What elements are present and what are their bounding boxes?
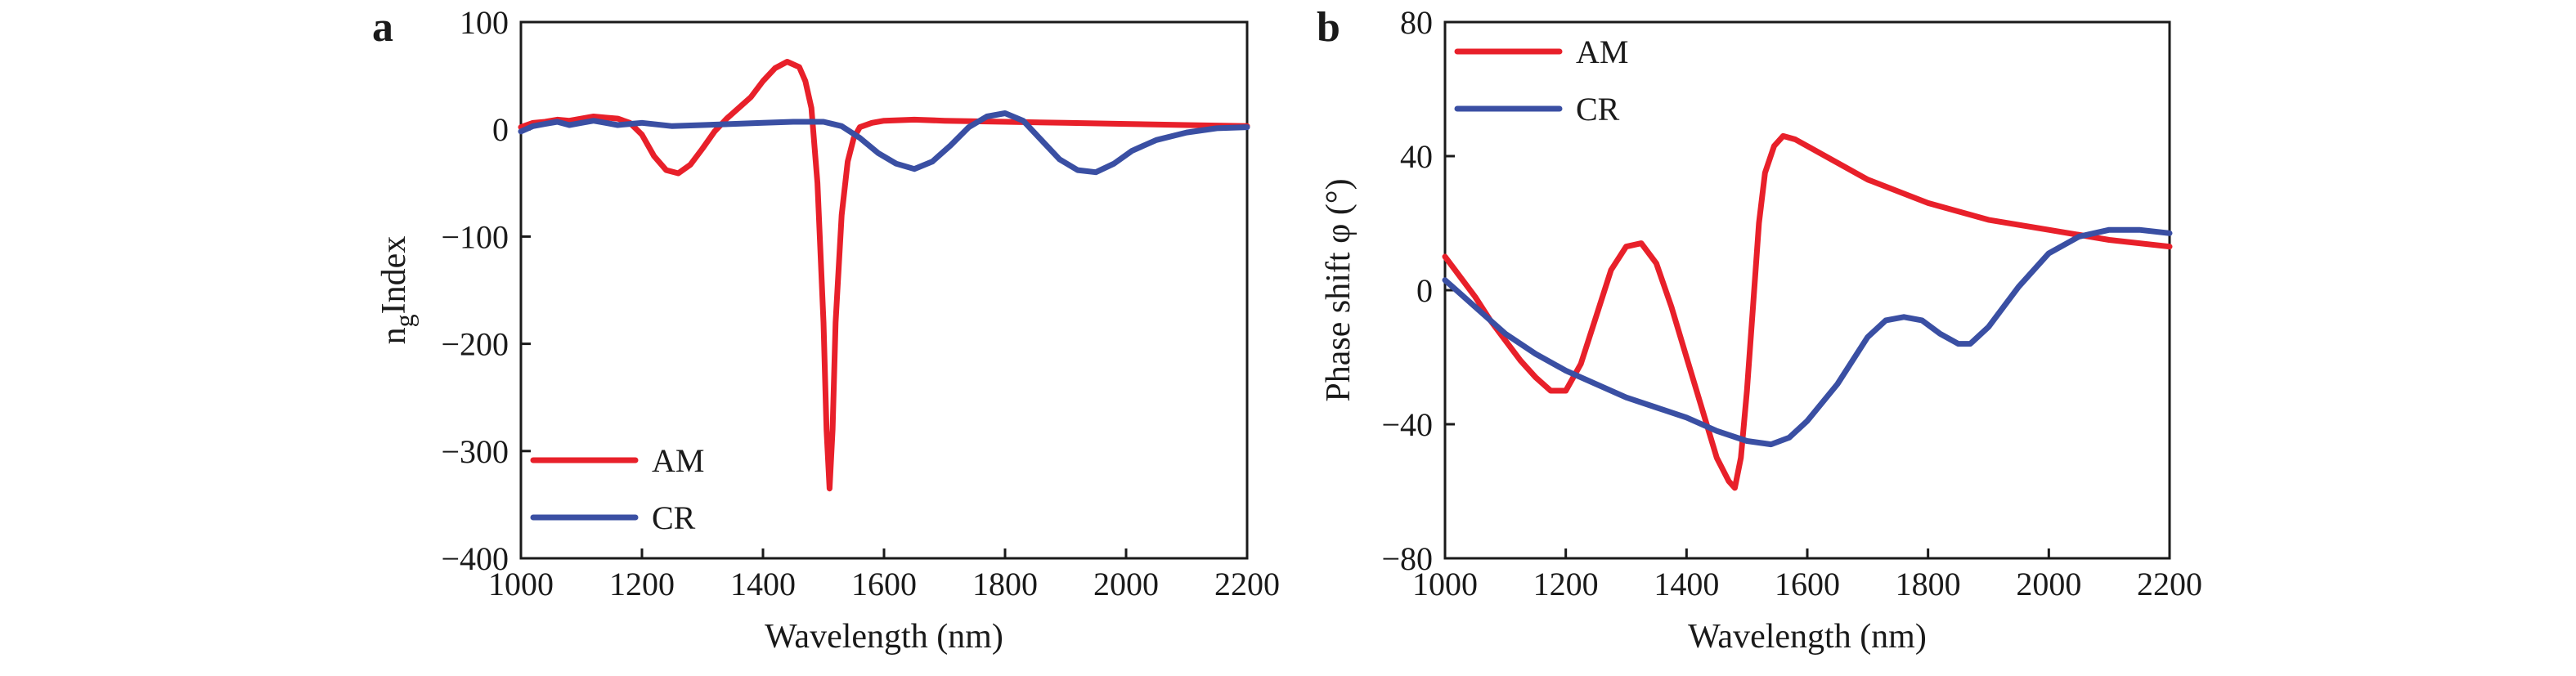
panel-b-plot-frame (1443, 20, 2171, 560)
panel-b-y-tick-label: 40 (1400, 138, 1433, 175)
panel-b-legend: AM CR (1454, 34, 1628, 128)
panel-b-letter: b (1317, 4, 1340, 51)
panel-a-legend-label-am: AM (652, 442, 704, 479)
panel-b-y-axis-label: Phase shift φ (°) (1320, 178, 1358, 401)
panel-a-y-axis-label: ngIndex (375, 236, 419, 345)
panel-a-y-axis-label-subscript: g (389, 314, 419, 327)
panel-b-series-am-line (1442, 132, 2173, 491)
panel-a-legend-label-cr: CR (652, 499, 696, 536)
panel-b-x-tick-label: 1000 (1412, 566, 1478, 602)
chart-panel-b: b 1000 1200 1400 1600 1800 2000 2200 80 40 0 −40 −8… (1317, 4, 2202, 656)
panel-a-series (518, 59, 1250, 492)
panel-b-series (1442, 132, 2173, 491)
panel-a-y-tick-label: −200 (441, 326, 509, 363)
panel-b-x-tick-label: 2200 (2137, 566, 2202, 602)
panel-b-y-tick-label: −80 (1381, 540, 1433, 577)
panel-a-y-tick-label: 0 (492, 111, 509, 148)
panel-a-letter: a (372, 4, 393, 51)
panel-a-y-axis-label-rest: Index (375, 236, 413, 315)
panel-a-x-axis-label: Wavelength (nm) (765, 618, 1003, 656)
panel-b-y-tick-label: −40 (1381, 406, 1433, 443)
chart-panel-a: a 1000 1200 1400 1600 1800 2000 22001000−100−2… (372, 4, 1280, 656)
panel-a-ticks: 1000 1200 1400 1600 1800 2000 22001000−100−200… (441, 4, 1280, 602)
panel-a-x-tick-label: 2000 (1093, 566, 1159, 602)
panel-a-y-axis-label-main: n (375, 327, 413, 344)
panel-a-x-tick-label: 2200 (1214, 566, 1280, 602)
panel-b-x-tick-label: 2000 (2016, 566, 2081, 602)
panel-a-plot-frame (519, 20, 1249, 560)
panel-a-series-cr-line (518, 110, 1250, 176)
panel-a-y-tick-label: −100 (441, 218, 509, 255)
panel-a-y-tick-label: 100 (460, 4, 509, 41)
panel-b-x-axis-label: Wavelength (nm) (1688, 618, 1927, 656)
panel-b-legend-label-am: AM (1576, 34, 1628, 70)
panel-a-y-tick-label: −300 (441, 433, 509, 470)
panel-b-x-tick-label: 1800 (1896, 566, 1961, 602)
panel-a-x-tick-label: 1400 (730, 566, 796, 602)
panel-a-x-tick-label: 1000 (488, 566, 554, 602)
panel-b-series-cr-line (1442, 226, 2173, 448)
panel-b-y-tick-label: 80 (1400, 4, 1433, 41)
panel-a-x-tick-label: 1800 (972, 566, 1038, 602)
panel-a-y-tick-label: −400 (441, 540, 509, 577)
panel-b-legend-label-cr: CR (1576, 91, 1620, 128)
panel-b-ticks: 1000 1200 1400 1600 1800 2000 2200 80 40 0 −40 −80 (1381, 4, 2202, 602)
panel-a-x-tick-label: 1600 (851, 566, 917, 602)
panel-b-x-tick-label: 1600 (1775, 566, 1840, 602)
panel-a-series-am-line (518, 59, 1250, 492)
panel-b-y-tick-label: 0 (1416, 272, 1433, 309)
panel-b-x-tick-label: 1400 (1654, 566, 1719, 602)
panel-b-x-tick-label: 1200 (1533, 566, 1599, 602)
panel-a-x-tick-label: 1200 (609, 566, 675, 602)
panel-a-legend: AM CR (530, 442, 704, 536)
